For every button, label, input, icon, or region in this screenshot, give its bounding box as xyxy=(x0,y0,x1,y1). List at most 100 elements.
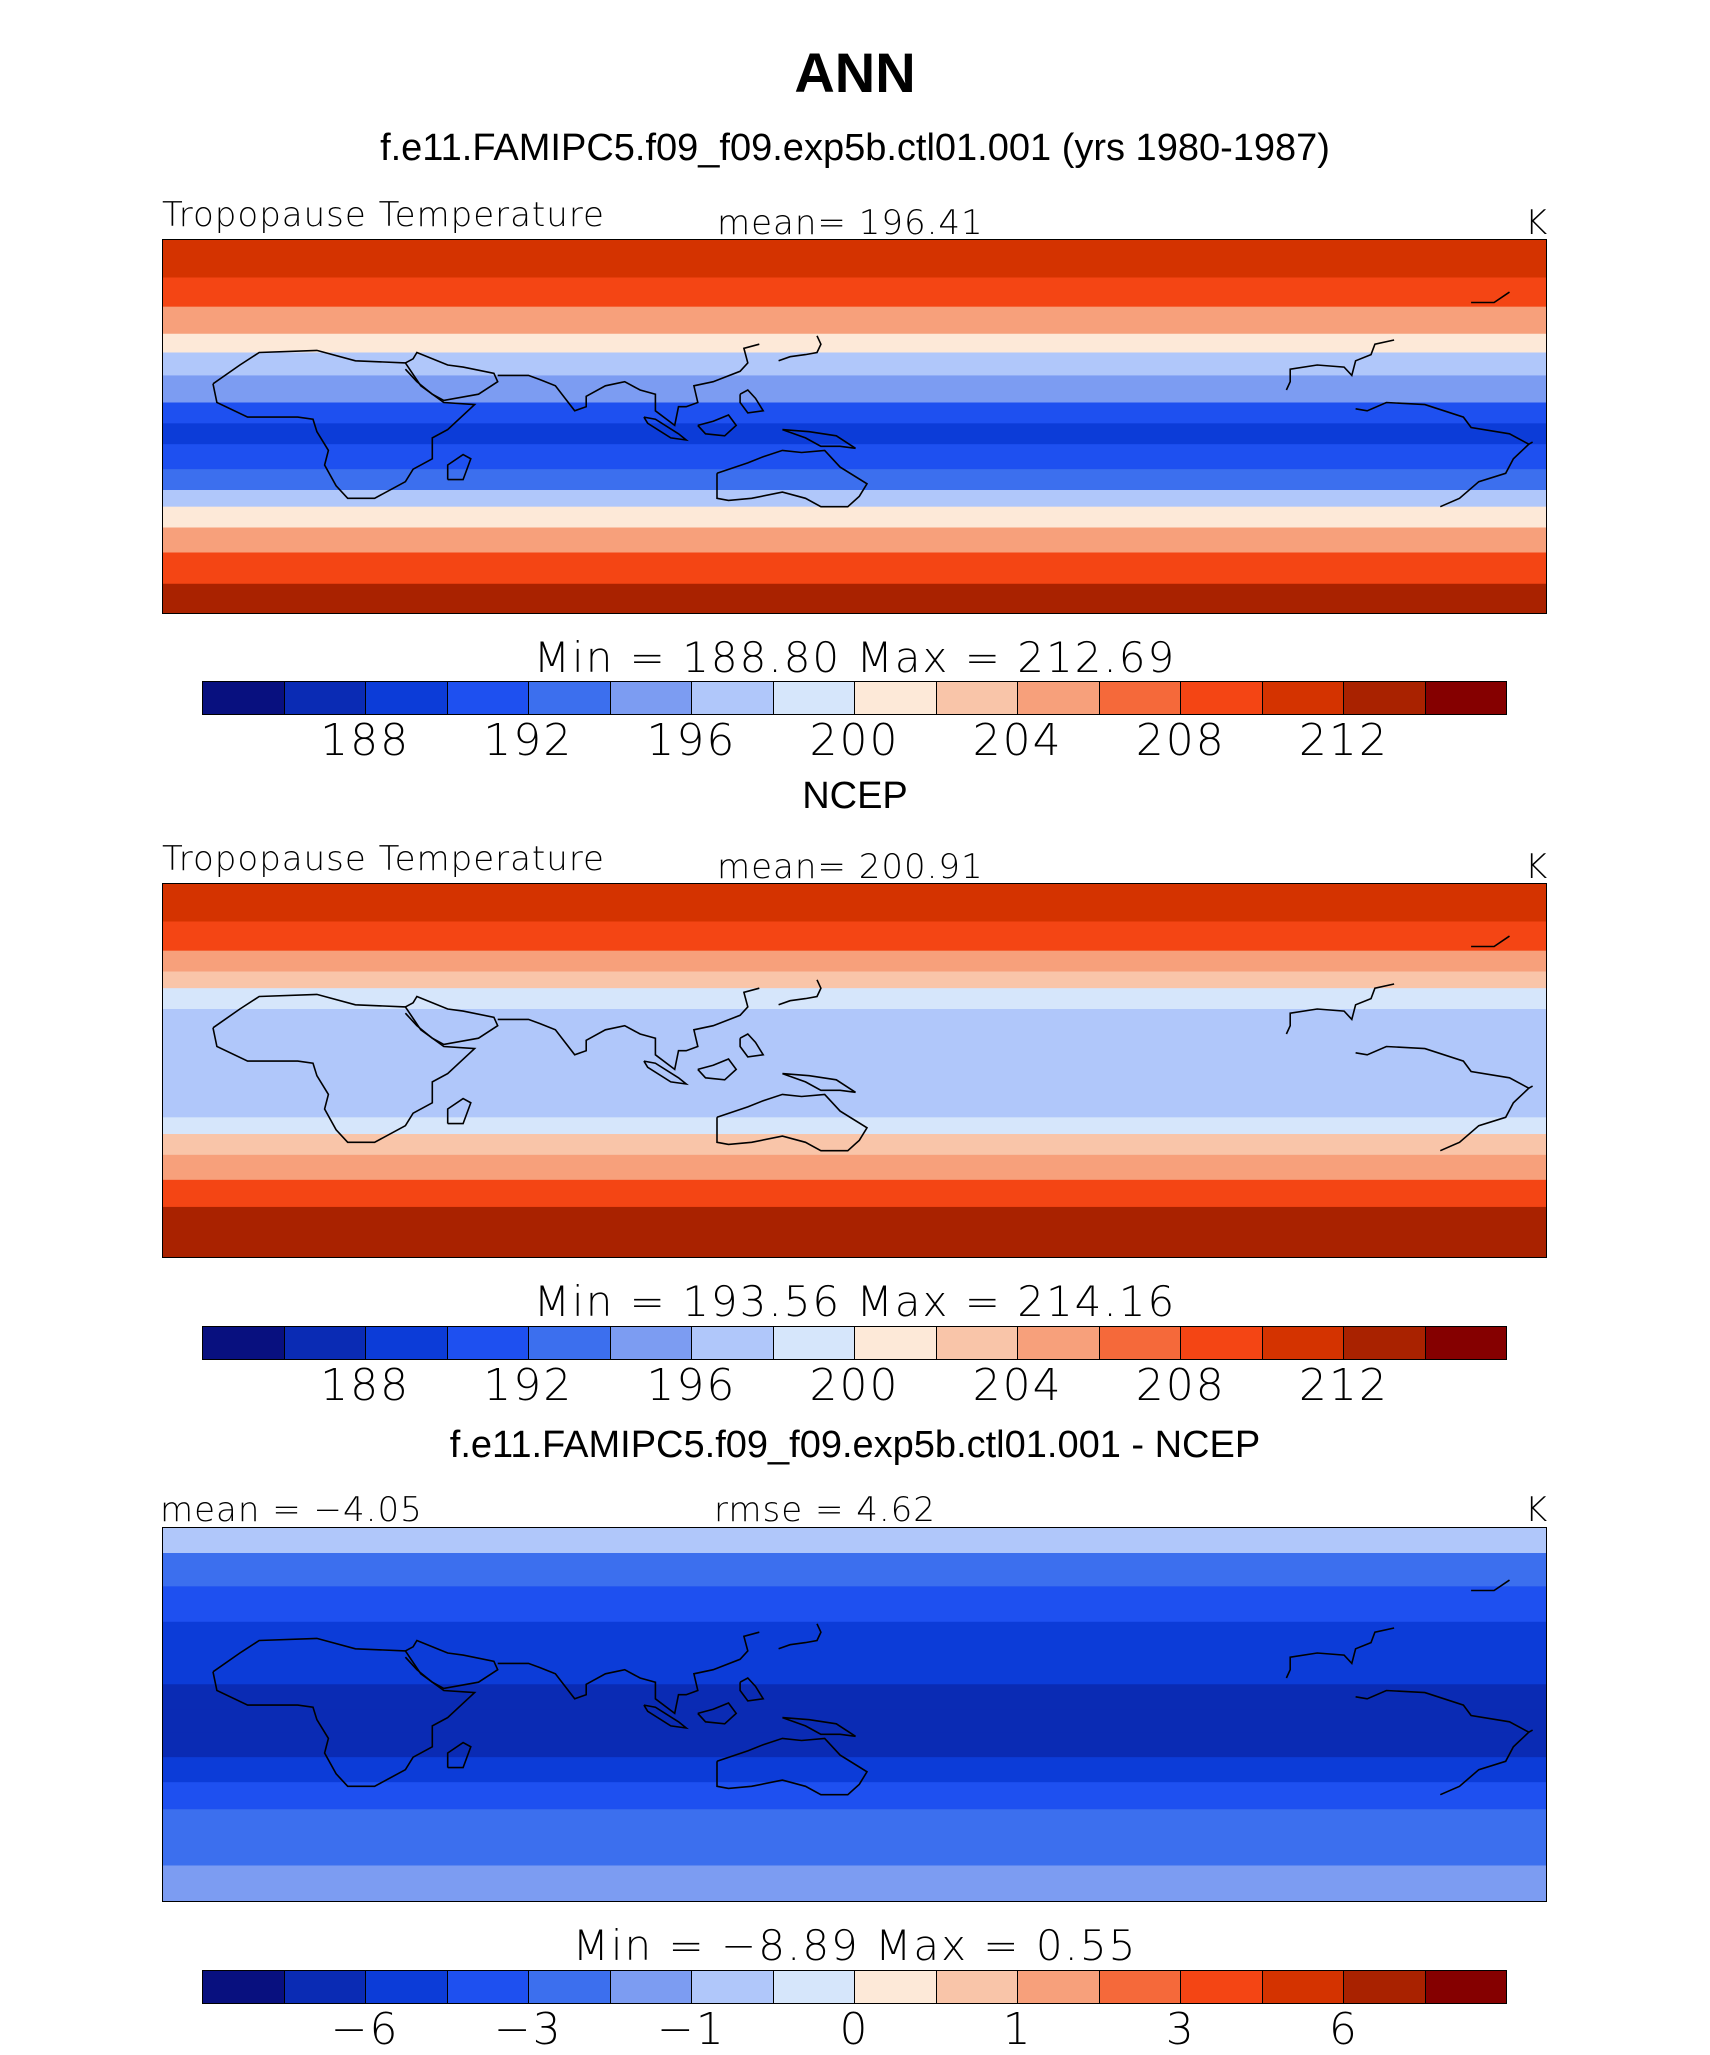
colorbar-swatch xyxy=(1018,1971,1100,2003)
colorbar-swatch xyxy=(1262,682,1344,714)
coastline xyxy=(446,1097,472,1125)
contour-band xyxy=(163,583,1546,613)
coastline xyxy=(697,414,738,437)
coastline xyxy=(497,343,760,427)
colorbar-swatch xyxy=(447,682,529,714)
colorbar-swatch xyxy=(1181,1971,1263,2003)
colorbar-swatch xyxy=(1425,682,1506,714)
colorbar-swatch xyxy=(855,1327,937,1359)
panel-3-units-label: K xyxy=(1525,1490,1549,1530)
contour-band xyxy=(163,1154,1546,1181)
contour-band xyxy=(163,988,1546,1010)
colorbar-tick-label: 204 xyxy=(972,715,1063,766)
coastline xyxy=(716,1093,869,1152)
colorbar-swatch xyxy=(1262,1971,1344,2003)
colorbar-swatch xyxy=(366,1327,448,1359)
panel-3-min-max: Min = −8.89 Max = 0.55 xyxy=(572,1921,1138,1970)
coastline xyxy=(1285,339,1395,391)
contour-band xyxy=(163,950,1546,973)
contour-band xyxy=(163,506,1546,529)
panel-2-units-label: K xyxy=(1525,847,1549,887)
contour-band xyxy=(163,1865,1546,1901)
coastline xyxy=(643,1704,689,1730)
panel-1-colorbar xyxy=(202,681,1507,715)
contour-band xyxy=(163,1117,1546,1135)
panel-2-map xyxy=(162,883,1547,1258)
colorbar-swatch xyxy=(1181,1327,1263,1359)
colorbar-swatch xyxy=(855,682,937,714)
colorbar-tick-label: 3 xyxy=(1165,2004,1196,2055)
coastline xyxy=(1528,441,1533,445)
colorbar-tick-label: 196 xyxy=(646,715,737,766)
panel-1-mean-label: mean= 196.41 xyxy=(717,203,984,243)
coastline xyxy=(782,1716,856,1738)
coastline xyxy=(404,1639,499,1690)
colorbar-swatch xyxy=(203,1327,285,1359)
colorbar-swatch xyxy=(284,1327,366,1359)
panel-2-title: NCEP xyxy=(802,775,908,817)
panel-1-min-max: Min = 188.80 Max = 212.69 xyxy=(533,633,1177,682)
panel-2-colorbar xyxy=(202,1326,1507,1360)
colorbar-swatch xyxy=(284,682,366,714)
contour-band xyxy=(163,490,1546,508)
colorbar-swatch xyxy=(1344,682,1426,714)
contour-band xyxy=(163,306,1546,335)
coastline xyxy=(782,428,856,450)
colorbar-tick-label: 200 xyxy=(809,1360,900,1411)
colorbar-tick-label: 208 xyxy=(1135,1360,1226,1411)
contour-band xyxy=(163,1071,1546,1098)
colorbar-swatch xyxy=(1099,1971,1181,2003)
coastline xyxy=(212,1637,477,1788)
coastline xyxy=(1528,1085,1533,1089)
colorbar-swatch xyxy=(692,682,774,714)
colorbar-swatch xyxy=(529,682,611,714)
contour-band xyxy=(163,552,1546,585)
colorbar-swatch xyxy=(936,1327,1018,1359)
contour-band xyxy=(163,921,1546,952)
coastline xyxy=(1285,1627,1395,1679)
coastline xyxy=(716,449,869,508)
contour-band xyxy=(163,333,1546,354)
colorbar-swatch xyxy=(610,682,692,714)
colorbar-tick-label: 188 xyxy=(320,715,411,766)
panel-2-colorbar-ticks: 188 192 196 200 204 208 212 xyxy=(0,1360,1710,1411)
colorbar-swatch xyxy=(855,1971,937,2003)
colorbar-swatch xyxy=(1099,682,1181,714)
panel-3-title: f.e11.FAMIPC5.f09_f09.exp5b.ctl01.001 - … xyxy=(449,1424,1261,1466)
contour-band xyxy=(163,1809,1546,1838)
contour-band xyxy=(163,1684,1546,1711)
contour-band xyxy=(163,1179,1546,1208)
colorbar-swatch xyxy=(203,1971,285,2003)
colorbar-swatch xyxy=(1425,1327,1506,1359)
colorbar-swatch xyxy=(773,1327,855,1359)
panel-1-map xyxy=(162,239,1547,614)
colorbar-swatch xyxy=(1018,1327,1100,1359)
coastline xyxy=(497,1631,760,1715)
colorbar-tick-label: −3 xyxy=(493,2004,563,2055)
contour-band xyxy=(163,971,1546,990)
contour-band xyxy=(163,1206,1546,1240)
colorbar-swatch xyxy=(529,1971,611,2003)
figure-title: ANN xyxy=(794,41,916,104)
contour-band xyxy=(163,402,1546,425)
coastline xyxy=(1471,291,1510,304)
contour-band xyxy=(163,1586,1546,1623)
colorbar-tick-label: 196 xyxy=(646,1360,737,1411)
colorbar-tick-label: 192 xyxy=(483,715,574,766)
coastline xyxy=(778,1623,822,1650)
coastline xyxy=(697,1058,738,1081)
colorbar-swatch xyxy=(366,1971,448,2003)
panel-2-variable-label: Tropopause Temperature xyxy=(162,839,605,879)
contour-band xyxy=(163,1096,1546,1119)
contour-band xyxy=(163,277,1546,308)
contour-band xyxy=(163,527,1546,554)
colorbar-swatch xyxy=(284,1971,366,2003)
colorbar-swatch xyxy=(447,1327,529,1359)
coastline xyxy=(782,1072,856,1094)
contour-band xyxy=(163,1653,1546,1686)
contour-band xyxy=(163,1836,1546,1867)
panel-3-map xyxy=(162,1527,1547,1902)
colorbar-tick-label: 1 xyxy=(1002,2004,1033,2055)
contour-band xyxy=(163,240,1546,279)
colorbar-tick-label: 204 xyxy=(972,1360,1063,1411)
